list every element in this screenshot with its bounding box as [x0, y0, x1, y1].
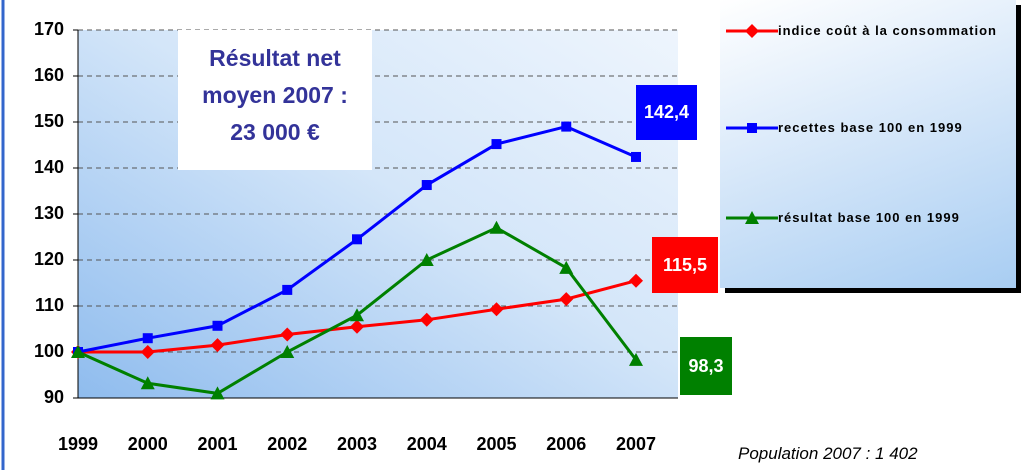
marker [629, 273, 643, 288]
legend-swatch [726, 24, 778, 38]
value-label: 98,3 [680, 337, 732, 395]
marker [352, 234, 362, 245]
marker [491, 139, 502, 150]
value-label: 115,5 [652, 237, 718, 293]
footnote: Population 2007 : 1 402 [738, 444, 918, 463]
y-tick-label: 90 [44, 387, 64, 407]
x-tick-label: 2003 [337, 434, 377, 454]
x-tick-label: 2007 [616, 434, 656, 454]
marker [629, 352, 643, 366]
legend-label: indice coût à la consommation [778, 23, 997, 38]
marker [140, 345, 155, 359]
marker [350, 319, 364, 334]
x-tick-label: 2002 [267, 434, 307, 454]
legend-swatch [726, 123, 778, 133]
marker [282, 284, 293, 295]
legend: indice coût à la consommation recettes ba… [720, 0, 1016, 288]
x-tick-label: 1999 [58, 434, 98, 454]
x-tick-label: 2000 [128, 434, 168, 454]
marker [142, 333, 153, 344]
marker [210, 338, 225, 353]
marker [212, 320, 223, 331]
marker [280, 345, 295, 358]
y-tick-label: 130 [34, 203, 64, 223]
value-label: 142,4 [636, 85, 697, 140]
marker [489, 220, 504, 234]
marker [561, 121, 572, 132]
marker [489, 302, 504, 317]
y-tick-label: 160 [34, 65, 64, 85]
marker [631, 151, 641, 162]
marker [280, 327, 295, 342]
marker [747, 123, 757, 133]
legend-label: recettes base 100 en 1999 [778, 120, 963, 135]
y-tick-label: 170 [34, 19, 64, 39]
marker [210, 386, 225, 400]
marker [350, 308, 364, 322]
annotation-line: moyen 2007 : [202, 82, 348, 108]
y-tick-label: 140 [34, 157, 64, 177]
marker [745, 211, 759, 224]
y-tick-label: 100 [34, 341, 64, 361]
marker [559, 260, 574, 274]
x-tick-label: 2001 [197, 434, 237, 454]
y-tick-label: 110 [35, 295, 64, 315]
y-tick-label: 150 [34, 111, 64, 131]
annotation-line: 23 000 € [230, 119, 320, 145]
x-tick-label: 2005 [476, 434, 516, 454]
x-tick-label: 2004 [407, 434, 447, 454]
legend-label: résultat base 100 en 1999 [778, 210, 960, 225]
marker [559, 292, 574, 307]
marker [140, 376, 155, 390]
annotation: Résultat net moyen 2007 : 23 000 € [178, 30, 372, 170]
marker [419, 312, 434, 327]
y-tick-label: 120 [34, 249, 64, 269]
marker [71, 345, 85, 358]
annotation-line: Résultat net [209, 45, 341, 71]
legend-swatch [726, 211, 778, 224]
marker [745, 24, 759, 38]
marker [419, 253, 434, 266]
marker [421, 180, 432, 191]
x-tick-label: 2006 [546, 434, 586, 454]
